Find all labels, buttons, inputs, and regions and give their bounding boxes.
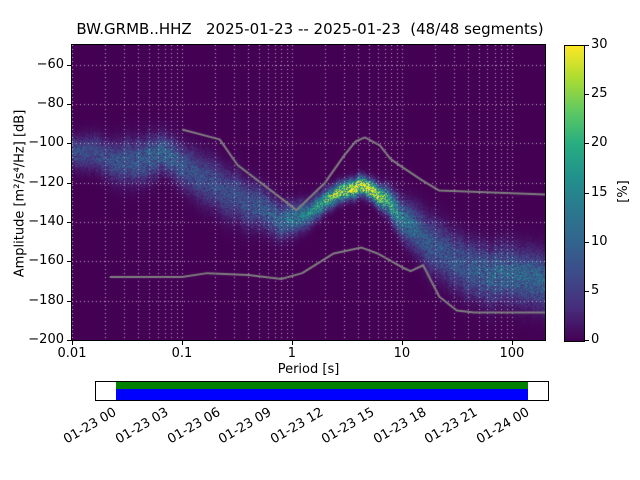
timeline-tick-label: 01-23 06: [164, 405, 223, 448]
colorbar-tick-mark: [585, 143, 589, 144]
y-tick-mark: [67, 261, 71, 262]
colorbar-tick-label: 20: [591, 135, 608, 151]
y-tick-label: −160: [28, 253, 64, 269]
x-tick-mark: [512, 341, 513, 345]
x-tick-mark: [402, 341, 403, 345]
timeline-data-segment-green: [115, 382, 529, 389]
x-tick-label: 1: [287, 346, 297, 361]
colorbar: [564, 45, 585, 342]
x-tick-mark: [72, 341, 73, 345]
colorbar-tick-mark: [585, 242, 589, 243]
colorbar-tick-mark: [585, 340, 589, 341]
y-tick-label: −60: [36, 56, 64, 72]
ppsd-histogram-canvas: [71, 44, 546, 341]
colorbar-tick-label: 25: [591, 86, 608, 102]
y-tick-label: −100: [28, 135, 64, 151]
timeline-tick-label: 01-23 00: [61, 405, 120, 448]
colorbar-tick-label: 0: [591, 332, 600, 347]
colorbar-label: [%]: [615, 180, 631, 203]
x-tick-label: 0.01: [57, 346, 87, 361]
timeline-tick-label: 01-23 15: [319, 405, 378, 448]
timeline-coverage-bar: [95, 381, 549, 401]
colorbar-tick-label: 10: [591, 233, 608, 249]
y-tick-mark: [67, 65, 71, 66]
colorbar-tick-mark: [585, 291, 589, 292]
x-axis-label: Period [s]: [277, 362, 340, 377]
y-tick-label: −120: [28, 174, 64, 190]
y-tick-label: −180: [28, 292, 64, 308]
timeline-tick-label: 01-24 00: [473, 405, 532, 448]
y-tick-mark: [67, 143, 71, 144]
y-tick-mark: [67, 183, 71, 184]
y-tick-mark: [67, 104, 71, 105]
x-tick-label: 10: [393, 346, 411, 361]
y-tick-label: −80: [36, 96, 64, 111]
colorbar-tick-label: 30: [591, 37, 608, 52]
colorbar-tick-mark: [585, 94, 589, 95]
x-tick-label: 100: [499, 346, 525, 361]
y-tick-label: −200: [28, 332, 64, 347]
y-tick-mark: [67, 340, 71, 341]
timeline-tick-label: 01-23 18: [370, 405, 429, 448]
x-tick-label: 0.1: [171, 346, 193, 361]
timeline-tick-label: 01-23 03: [113, 405, 172, 448]
timeline-data-segment-blue: [115, 388, 529, 400]
colorbar-tick-label: 15: [591, 184, 608, 200]
y-tick-label: −140: [28, 214, 64, 229]
y-tick-mark: [67, 301, 71, 302]
timeline-tick-label: 01-23 09: [216, 405, 275, 448]
x-tick-mark: [292, 341, 293, 345]
colorbar-tick-label: 5: [591, 282, 600, 298]
plot-title: BW.GRMB..HHZ 2025-01-23 -- 2025-01-23 (4…: [76, 20, 544, 38]
x-tick-mark: [182, 341, 183, 345]
y-tick-mark: [67, 222, 71, 223]
timeline-tick-label: 01-23 12: [267, 405, 326, 448]
colorbar-tick-mark: [585, 45, 589, 46]
colorbar-tick-mark: [585, 193, 589, 194]
timeline-tick-label: 01-23 21: [422, 405, 481, 448]
